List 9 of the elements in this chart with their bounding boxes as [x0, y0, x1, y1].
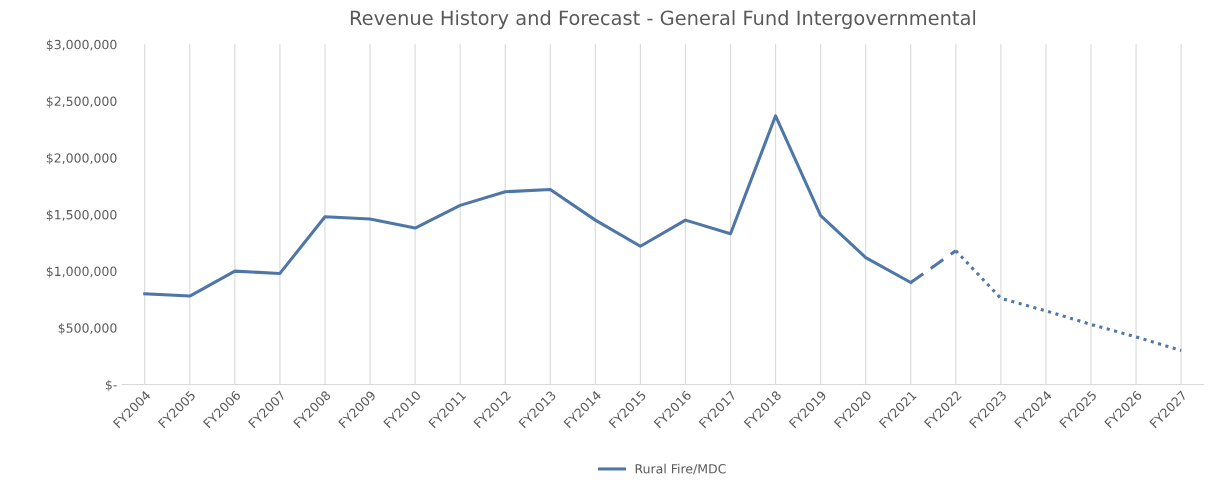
y-tick-label: $1,000,000: [46, 266, 117, 278]
chart-title: Revenue History and Forecast - General Fund Intergovernmental: [350, 10, 976, 29]
y-tick-label: $-: [105, 379, 117, 392]
y-tick-label: $3,000,000: [46, 39, 117, 51]
y-tick-label: $2,000,000: [46, 153, 117, 165]
y-tick-label: $2,500,000: [46, 96, 117, 108]
y-tick-label: $1,500,000: [46, 209, 117, 222]
legend-label: Rural Fire/MDC: [635, 463, 726, 475]
y-tick-label: $500,000: [58, 323, 117, 335]
